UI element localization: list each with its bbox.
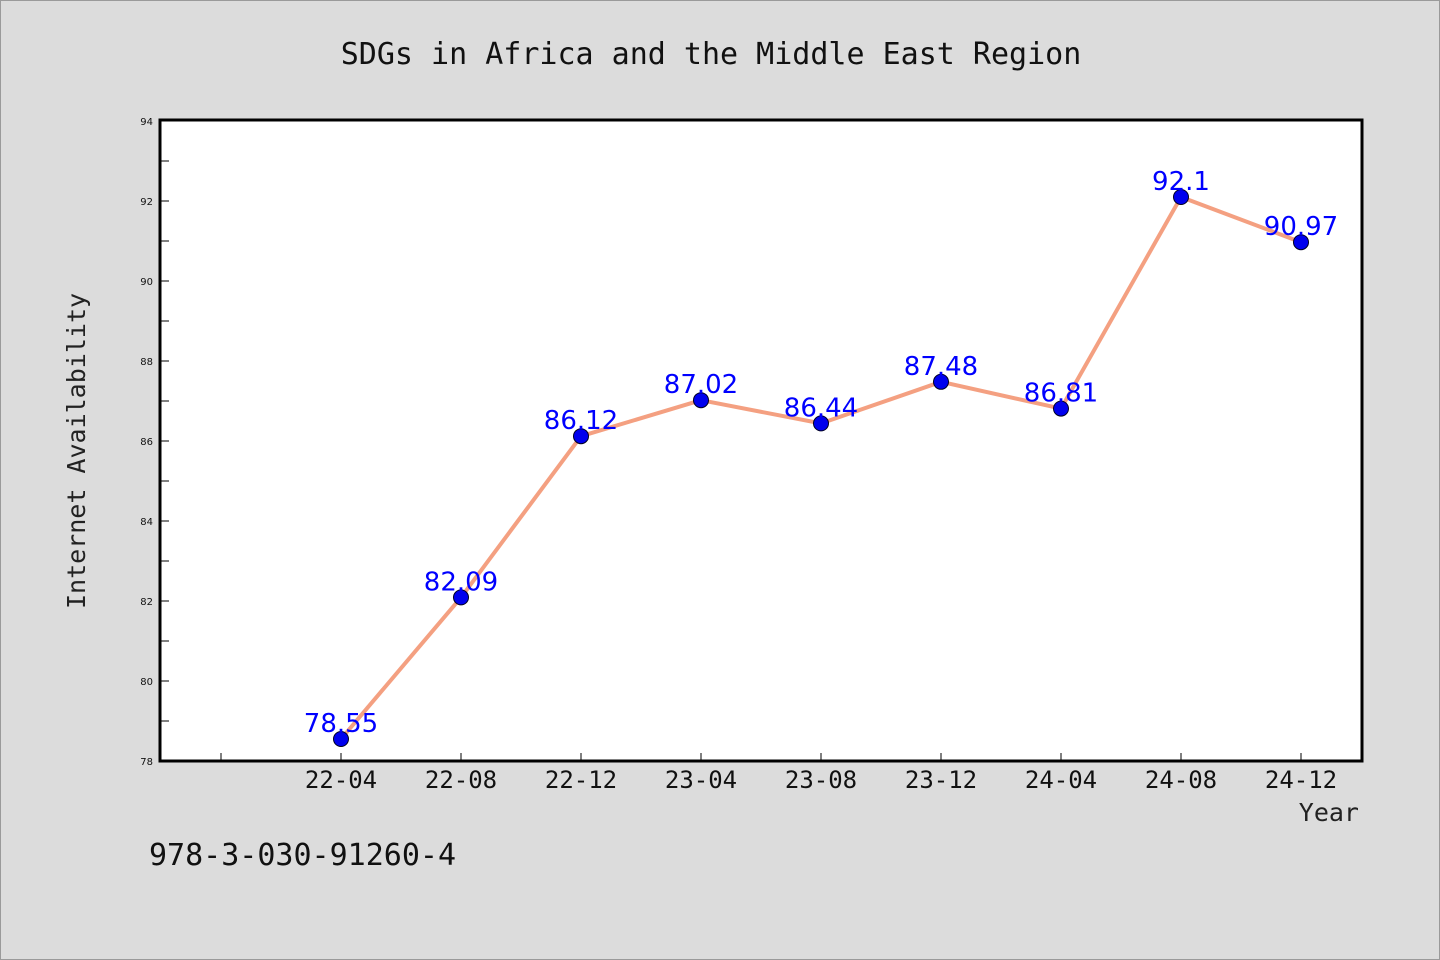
data-point-marker — [933, 373, 949, 390]
data-label: 78.55 — [304, 709, 378, 739]
x-tick-label: 23-04 — [665, 766, 737, 794]
x-tick-label: 23-12 — [905, 766, 977, 794]
x-axis: 22-04 22-08 22-12 23-04 23-08 23-12 24-04 24-08… — [220, 753, 1337, 794]
x-tick-label: 22-08 — [425, 766, 497, 794]
y-tick-label: 80 — [140, 677, 153, 688]
plot-area — [158, 118, 1364, 763]
data-point-marker — [453, 589, 469, 606]
data-label: 92.1 — [1152, 167, 1210, 197]
x-tick-label: 24-04 — [1025, 766, 1097, 794]
x-tick-label: 24-08 — [1145, 766, 1217, 794]
data-point-marker — [333, 731, 349, 747]
data-label: 86.44 — [784, 393, 858, 423]
data-point-marker — [813, 415, 829, 432]
data-label: 90.97 — [1264, 212, 1338, 242]
y-tick-label: 90 — [140, 277, 153, 288]
x-tick-label: 22-04 — [305, 766, 377, 794]
footer-note: 978-3-030-91260-4 — [149, 838, 456, 873]
data-point-marker — [1173, 189, 1189, 205]
chart-title: SDGs in Africa and the Middle East Regio… — [341, 37, 1082, 72]
data-label: 82.09 — [424, 567, 498, 597]
data-label: 87.02 — [664, 370, 738, 400]
y-tick-label: 88 — [140, 357, 153, 368]
x-axis-label: Year — [1299, 798, 1359, 827]
x-tick-label: 22-12 — [545, 766, 617, 794]
y-tick-label: 92 — [140, 197, 153, 208]
data-point-marker — [573, 428, 589, 445]
data-label: 86.12 — [544, 406, 618, 436]
y-axis-label: Internet Availability — [62, 293, 91, 609]
y-tick-label: 94 — [140, 117, 153, 128]
data-point-marker — [1053, 400, 1069, 417]
x-tick-label: 23-08 — [785, 766, 857, 794]
x-tick-label: 24-12 — [1265, 766, 1337, 794]
data-label: 86.81 — [1024, 379, 1098, 409]
data-series: 78.55 82.09 86.12 87.02 86.44 87.48 86.81 92.1 9… — [304, 167, 1338, 747]
y-axis: 78 80 82 84 86 88 90 92 94 — [140, 117, 169, 768]
data-point-marker — [693, 392, 709, 409]
data-label: 87.48 — [904, 352, 978, 382]
y-tick-label: 82 — [140, 597, 153, 608]
data-point-marker — [1293, 234, 1309, 251]
y-tick-label: 84 — [140, 517, 153, 528]
y-tick-label: 78 — [140, 757, 153, 768]
y-tick-label: 86 — [140, 437, 153, 448]
